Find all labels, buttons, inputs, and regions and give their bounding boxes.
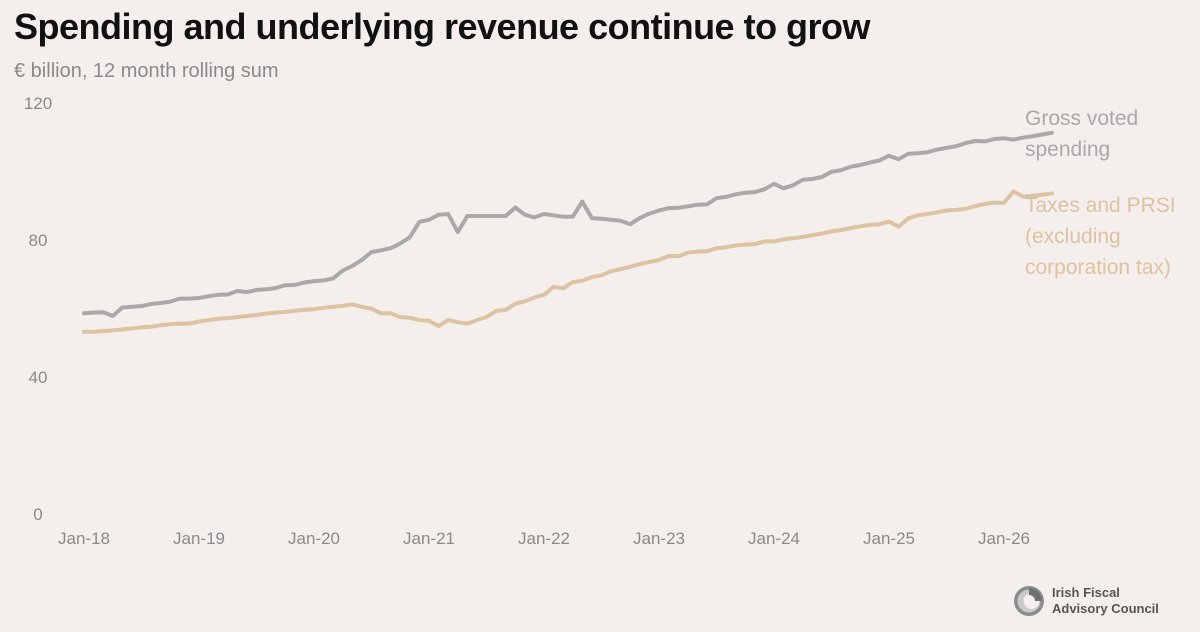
y-tick-label: 80 bbox=[29, 231, 48, 250]
x-tick-label: Jan-20 bbox=[288, 529, 340, 548]
ifac-logo: Irish Fiscal Advisory Council bbox=[1012, 584, 1159, 618]
x-tick-label: Jan-19 bbox=[173, 529, 225, 548]
x-tick-label: Jan-23 bbox=[633, 529, 685, 548]
legend: Gross voted spending Taxes and PRSI (exclud… bbox=[1025, 107, 1176, 279]
y-axis: 0 40 80 120 bbox=[24, 94, 52, 524]
y-tick-label: 0 bbox=[33, 505, 42, 524]
x-tick-label: Jan-24 bbox=[748, 529, 800, 548]
x-tick-label: Jan-26 bbox=[978, 529, 1030, 548]
y-tick-label: 120 bbox=[24, 94, 52, 113]
ifac-logo-icon bbox=[1014, 586, 1044, 616]
legend-line: Gross voted bbox=[1025, 107, 1138, 130]
chart-title: Spending and underlying revenue continue… bbox=[14, 6, 871, 47]
series-lines bbox=[82, 130, 1054, 334]
x-axis: Jan-18 Jan-19 Jan-20 Jan-21 Jan-22 Jan-23 Jan-… bbox=[58, 529, 1030, 548]
x-tick-label: Jan-21 bbox=[403, 529, 455, 548]
x-tick-label: Jan-22 bbox=[518, 529, 570, 548]
legend-taxes-prsi: Taxes and PRSI (excluding corporation tax) bbox=[1025, 194, 1176, 279]
legend-line: Taxes and PRSI bbox=[1025, 194, 1176, 217]
logo-line-2: Advisory Council bbox=[1052, 601, 1159, 616]
legend-line: (excluding bbox=[1025, 225, 1121, 248]
x-tick-label: Jan-18 bbox=[58, 529, 110, 548]
legend-line: spending bbox=[1025, 138, 1110, 161]
y-tick-label: 40 bbox=[29, 368, 48, 387]
x-tick-label: Jan-25 bbox=[863, 529, 915, 548]
legend-gross-voted-spending: Gross voted spending bbox=[1025, 107, 1138, 161]
series-line-gross-voted-spending bbox=[82, 130, 1054, 318]
logo-line-1: Irish Fiscal bbox=[1052, 585, 1120, 600]
series-line-taxes-prsi bbox=[82, 189, 1054, 334]
legend-line: corporation tax) bbox=[1025, 256, 1171, 279]
chart-subtitle: € billion, 12 month rolling sum bbox=[14, 60, 279, 82]
